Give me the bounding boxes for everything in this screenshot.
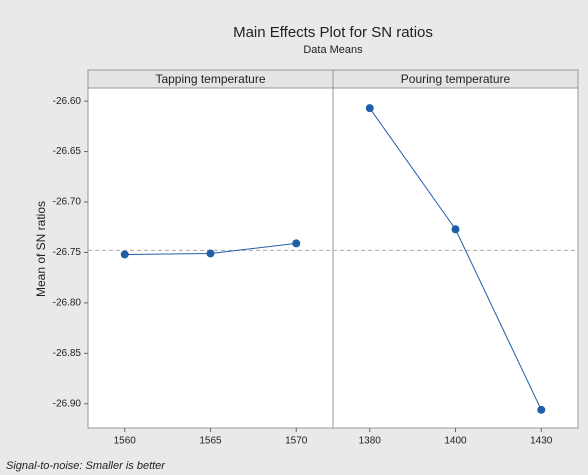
x-tick-label: 1565 xyxy=(199,436,222,447)
point xyxy=(537,405,546,414)
footnote: Signal-to-noise: Smaller is better xyxy=(6,460,166,472)
x-tick-label: 1400 xyxy=(444,436,467,447)
point xyxy=(365,104,374,113)
y-axis-label: Mean of SN ratios xyxy=(34,201,48,297)
y-tick-label: -26.65 xyxy=(53,146,82,157)
point xyxy=(120,250,129,259)
panel-title: Pouring temperature xyxy=(401,72,511,86)
y-tick-label: -26.80 xyxy=(53,298,82,309)
chart-title: Main Effects Plot for SN ratios xyxy=(233,24,433,41)
x-tick-label: 1430 xyxy=(530,436,553,447)
point xyxy=(451,225,460,234)
chart-subtitle: Data Means xyxy=(303,44,363,56)
panel-header xyxy=(332,69,579,89)
x-tick-label: 1570 xyxy=(285,436,308,447)
point xyxy=(292,239,301,248)
y-tick-label: -26.60 xyxy=(53,96,82,107)
point xyxy=(206,249,215,258)
y-tick-label: -26.85 xyxy=(53,348,82,359)
x-tick-label: 1560 xyxy=(114,436,137,447)
y-tick-label: -26.70 xyxy=(53,197,82,208)
y-tick-label: -26.75 xyxy=(53,247,82,258)
y-tick-label: -26.90 xyxy=(53,398,82,409)
panel-title: Tapping temperature xyxy=(155,72,265,86)
x-tick-label: 1380 xyxy=(359,436,382,447)
